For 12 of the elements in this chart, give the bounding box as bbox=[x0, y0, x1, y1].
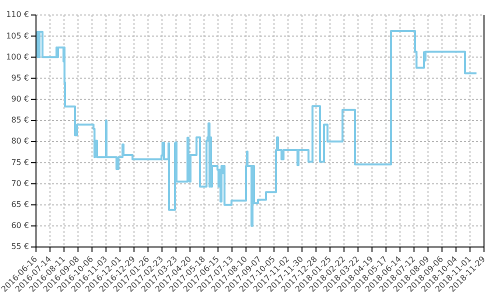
y-tick-label: 95 € bbox=[11, 73, 29, 82]
y-tick-label: 75 € bbox=[11, 158, 29, 167]
y-tick-label: 85 € bbox=[11, 116, 29, 125]
y-tick-label: 90 € bbox=[11, 94, 29, 104]
y-tick-label: 110 € bbox=[6, 10, 29, 20]
y-tick-label: 55 € bbox=[11, 242, 29, 252]
y-tick-label: 65 € bbox=[11, 200, 29, 210]
y-tick-label: 100 € bbox=[6, 52, 29, 62]
y-tick-label: 60 € bbox=[11, 221, 29, 230]
y-tick-label: 105 € bbox=[6, 31, 29, 40]
y-tick-label: 70 € bbox=[11, 178, 29, 188]
y-tick-label: 80 € bbox=[11, 136, 29, 146]
